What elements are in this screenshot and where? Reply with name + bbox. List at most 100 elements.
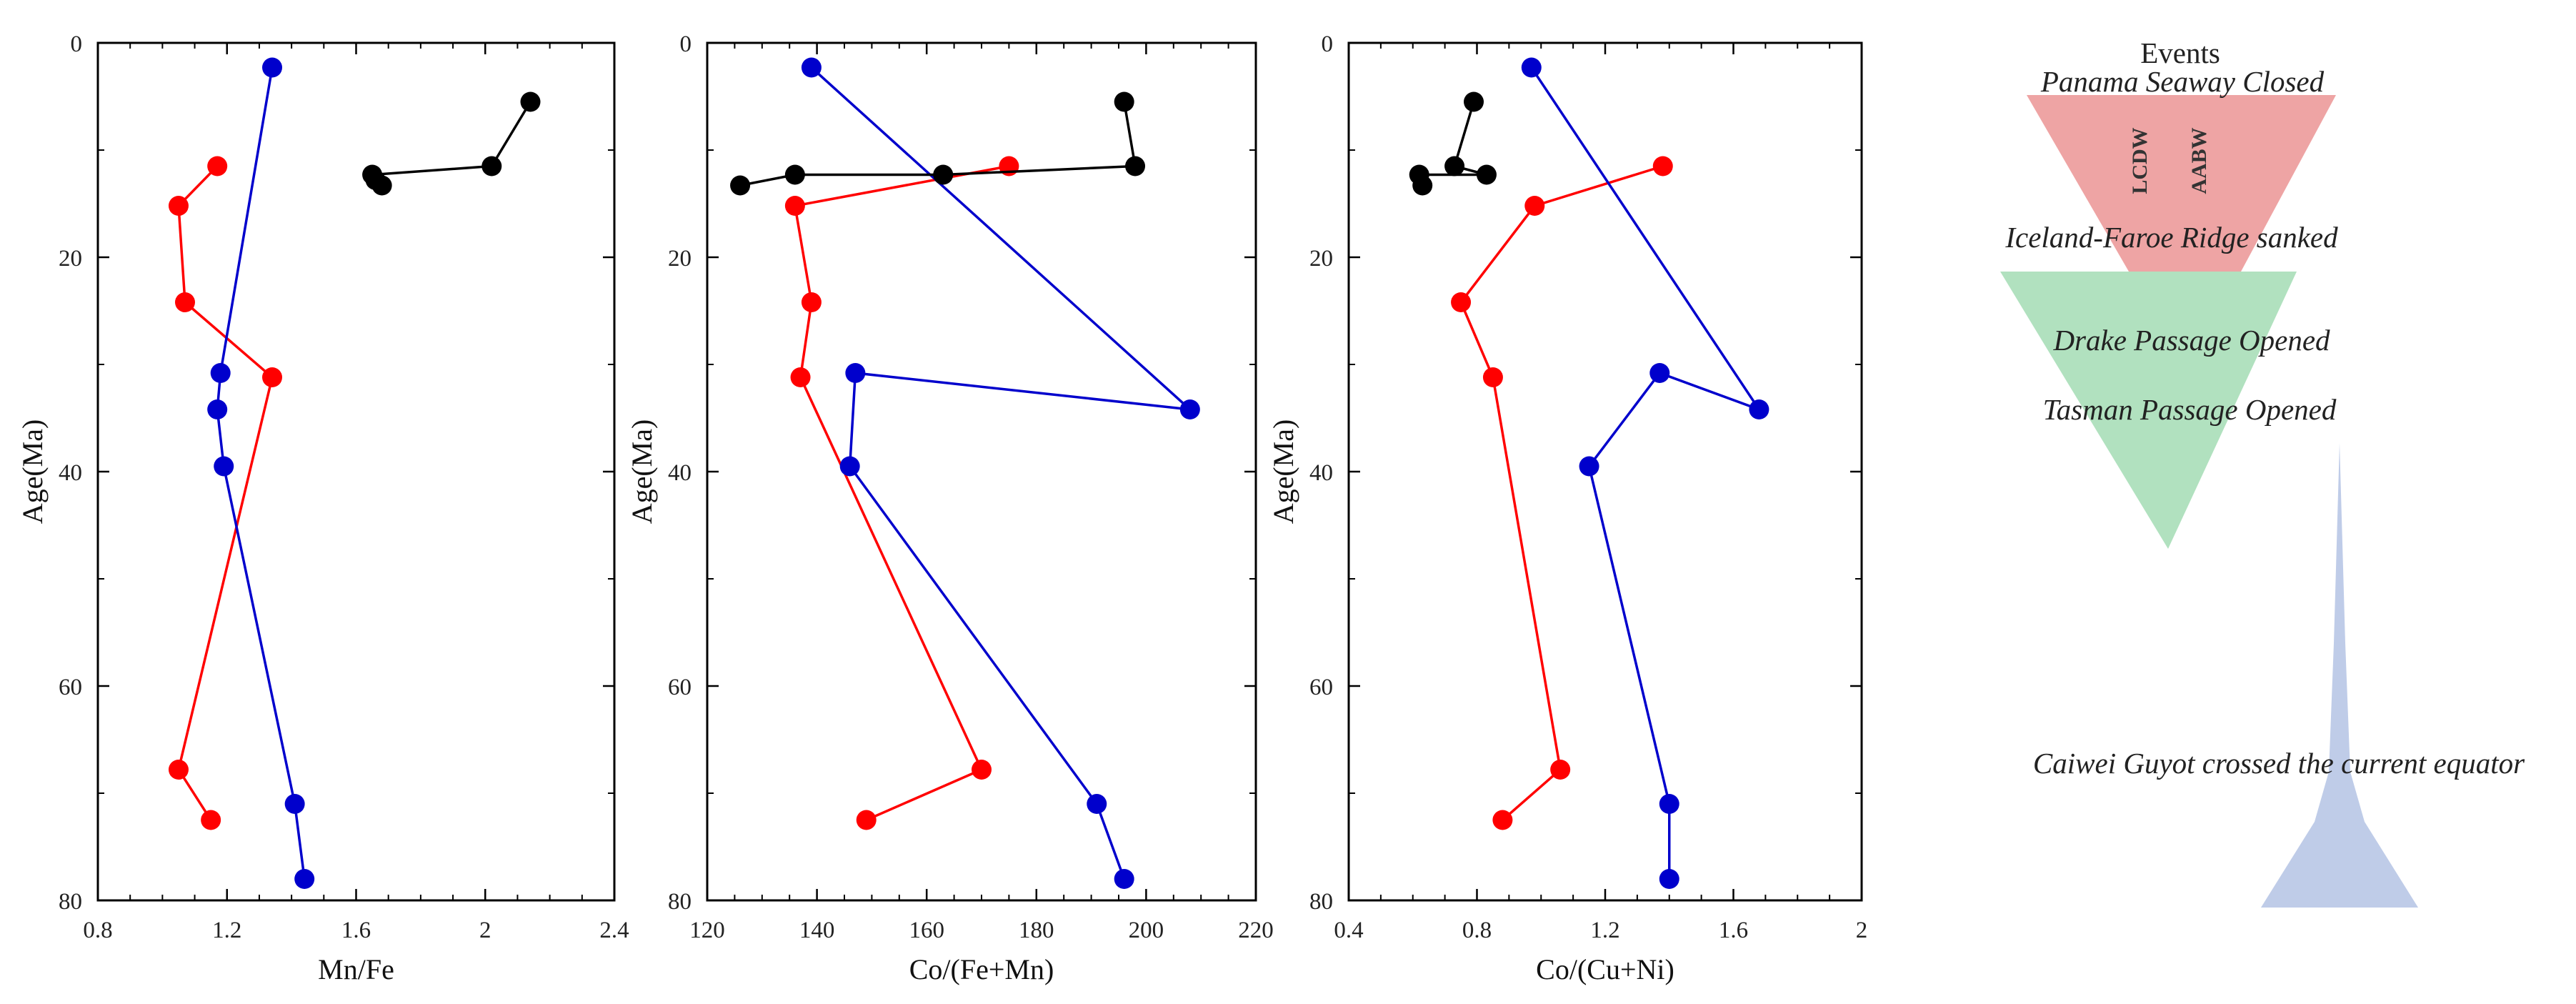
x-tick-label: 200: [1129, 918, 1164, 943]
data-point-black: [371, 175, 392, 196]
data-point-red: [207, 156, 228, 177]
y-tick-label: 0: [1322, 31, 1334, 57]
chart-co-fe-mn: 120 140 160 180 200 220 0 20 40 60 80 Co/(Fe+Mn) Age…: [626, 31, 1274, 985]
data-point-black: [1476, 164, 1497, 185]
data-point-blue: [1521, 57, 1542, 78]
event-panama: Panama Seaway Closed: [2040, 65, 2325, 98]
x-tick-label: 1.6: [341, 918, 371, 943]
y-tick-label: 60: [668, 675, 692, 700]
data-point-red: [784, 196, 805, 216]
data-point-red: [1482, 367, 1503, 387]
x-axis-title: Mn/Fe: [318, 953, 394, 985]
y-tick-label: 20: [59, 246, 82, 272]
y-tick-label: 80: [668, 889, 692, 915]
data-point-blue: [1179, 399, 1200, 419]
x-tick-label: 1.2: [1590, 918, 1619, 943]
y-tick-label: 40: [59, 460, 82, 486]
series-line-red: [177, 165, 274, 821]
x-tick-label: 1.2: [212, 918, 241, 943]
data-point-red: [262, 367, 283, 387]
aabw-label: AABW: [2187, 127, 2211, 194]
data-point-blue: [1649, 363, 1670, 383]
data-point-red: [1524, 196, 1545, 216]
data-point-black: [1125, 156, 1146, 177]
data-point-blue: [839, 456, 860, 477]
y-tick-label: 20: [668, 246, 692, 272]
data-point-blue: [1114, 869, 1134, 889]
data-point-blue: [210, 363, 231, 383]
data-point-red: [856, 810, 877, 830]
y-tick-label: 60: [59, 675, 82, 700]
data-point-blue: [207, 399, 228, 419]
x-tick-label: 140: [799, 918, 835, 943]
data-point-black: [933, 164, 954, 185]
y-tick-label: 0: [71, 31, 83, 57]
x-axis-title: Co/(Cu+Ni): [1536, 953, 1674, 985]
data-point-red: [1550, 760, 1571, 780]
x-tick-label: 120: [689, 918, 725, 943]
data-point-red: [1451, 292, 1472, 312]
data-point-black: [520, 91, 541, 112]
data-point-red: [168, 196, 189, 216]
series-line-blue: [810, 66, 1194, 880]
event-tasman: Tasman Passage Opened: [2043, 393, 2337, 426]
y-tick-label: 20: [1309, 246, 1333, 272]
data-point-red: [801, 292, 822, 312]
data-point-black: [481, 156, 502, 177]
y-axis-title: Age(Ma): [626, 419, 658, 525]
data-point-red: [1652, 156, 1673, 177]
events-panel: Events Panama Seaway Closed LCDW AABW Ic…: [2000, 36, 2525, 908]
series-line-black: [370, 101, 532, 187]
data-point-blue: [1749, 399, 1769, 419]
data-point-blue: [845, 363, 866, 383]
event-drake: Drake Passage Opened: [2052, 324, 2330, 357]
series-line-blue: [1530, 66, 1762, 879]
data-point-black: [784, 164, 805, 185]
data-point-blue: [214, 456, 234, 477]
aabw-triangle-shape: [2000, 272, 2297, 549]
series-line-red: [793, 164, 1009, 822]
data-point-red: [175, 292, 196, 312]
x-tick-label: 0.8: [83, 918, 112, 943]
y-axis-title: Age(Ma): [16, 419, 49, 525]
data-point-red: [168, 760, 189, 780]
data-point-blue: [801, 57, 822, 78]
chart-mn-fe: 0.8 1.2 1.6 2 2.4 0 20 40 60 80 Mn/Fe Age(Ma): [16, 31, 629, 985]
x-tick-label: 2.4: [599, 918, 629, 943]
lcdw-label: LCDW: [2128, 127, 2152, 194]
x-tick-label: 1.6: [1719, 918, 1748, 943]
event-caiwei: Caiwei Guyot crossed the current equator: [2033, 747, 2525, 780]
data-point-black: [1412, 175, 1433, 196]
data-point-red: [972, 760, 992, 780]
series-line-blue: [216, 67, 306, 880]
data-point-blue: [294, 869, 315, 889]
data-point-blue: [284, 794, 305, 814]
y-tick-label: 80: [1309, 889, 1333, 915]
data-point-blue: [1087, 794, 1107, 814]
data-point-red: [790, 367, 811, 387]
lcdw-aabw-shape: [2027, 95, 2336, 272]
series-line-red: [1459, 164, 1664, 821]
y-tick-label: 40: [1309, 460, 1333, 486]
event-iceland: Iceland-Faroe Ridge sanked: [2005, 221, 2338, 254]
data-point-blue: [1579, 456, 1599, 477]
data-point-black: [1464, 91, 1484, 112]
events-title: Events: [2140, 36, 2220, 69]
data-point-black: [730, 175, 751, 196]
x-tick-label: 0.4: [1334, 918, 1363, 943]
y-tick-label: 0: [680, 31, 692, 57]
x-tick-label: 2: [479, 918, 491, 943]
x-tick-label: 160: [909, 918, 944, 943]
x-axis-title: Co/(Fe+Mn): [909, 953, 1054, 985]
equator-spike-shape: [2261, 443, 2418, 908]
y-tick-label: 60: [1309, 675, 1333, 700]
data-point-blue: [1659, 869, 1679, 889]
y-tick-label: 80: [59, 889, 82, 915]
y-axis-title: Age(Ma): [1267, 419, 1299, 525]
data-point-red: [1492, 810, 1513, 830]
x-tick-label: 0.8: [1462, 918, 1492, 943]
data-point-red: [201, 810, 221, 830]
y-tick-label: 40: [668, 460, 692, 486]
